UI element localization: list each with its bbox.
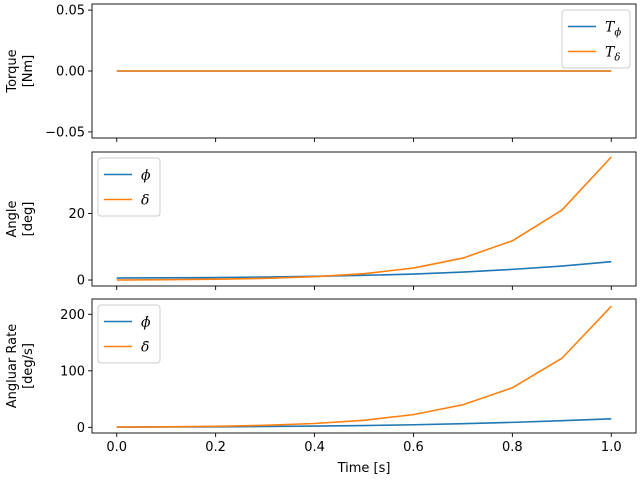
legend: ϕ̇ δ̇	[97, 304, 161, 364]
y-axis-label: [deg/s]	[21, 343, 36, 389]
series-line-0	[116, 260, 612, 279]
legend-label: Tδ	[605, 45, 620, 64]
y-axis-label: Angle	[5, 201, 20, 238]
y-tick-label: 0	[77, 421, 85, 436]
legend-box	[561, 9, 631, 69]
series-line-1	[116, 305, 612, 428]
y-tick-label: 200	[60, 308, 85, 323]
x-tick-label: 1.0	[601, 440, 622, 455]
y-tick-label: 0	[77, 274, 85, 289]
series-line-1	[116, 156, 612, 281]
axes-frame	[91, 298, 637, 434]
x-tick-label: 0.4	[304, 440, 325, 455]
y-axis-label: Torque	[5, 49, 20, 93]
y-tick-label: 0.05	[56, 4, 85, 19]
y-axis-label: [deg]	[21, 202, 36, 237]
x-tick-label: 0.8	[502, 440, 523, 455]
y-axis-label: [Nm]	[21, 55, 36, 88]
x-tick-label: 0.2	[205, 440, 226, 455]
y-axis-label: Angluar Rate	[5, 324, 20, 409]
legend-box	[97, 157, 161, 217]
legend-label: ϕ̇	[141, 315, 151, 331]
legend-label: Tϕ	[605, 20, 621, 39]
legend-label: δ	[141, 193, 149, 209]
y-tick-label: 0.00	[56, 65, 85, 80]
y-tick-label: 100	[60, 364, 85, 379]
panel-rate: 0.0 0.2 0.4 0.6 0.8 1.0 0 100 200 Angluar Rate [de…	[5, 298, 637, 476]
x-tick-label: 0.6	[403, 440, 424, 455]
panel-torque: −0.05 0.00 0.05 Torque [Nm] Tϕ Tδ	[5, 3, 637, 142]
x-tick-label: 0.0	[106, 440, 127, 455]
x-axis-label: Time [s]	[337, 461, 391, 476]
panel-angle: 0 20 Angle [deg] ϕδ	[5, 151, 637, 290]
legend-label: δ̇	[141, 340, 149, 356]
y-tick-label: 20	[68, 207, 85, 222]
legend: Tϕ Tδ	[561, 9, 631, 69]
axes-frame	[91, 151, 637, 287]
y-tick-label: −0.05	[45, 125, 85, 140]
legend: ϕδ	[97, 157, 161, 217]
legend-label: ϕ	[141, 168, 151, 184]
legend-box	[97, 304, 161, 364]
